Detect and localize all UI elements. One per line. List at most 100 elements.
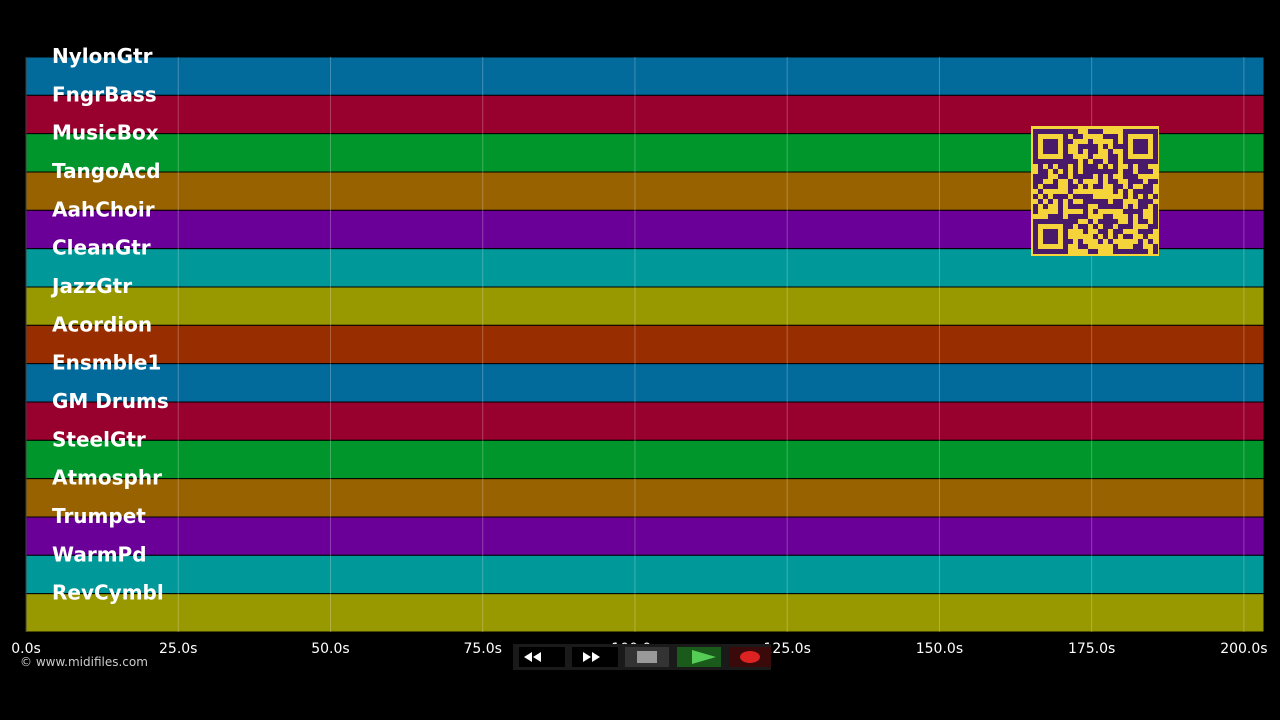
qr-module	[1093, 184, 1098, 189]
qr-module	[1038, 199, 1043, 204]
qr-module	[1118, 199, 1123, 204]
qr-module	[1113, 229, 1118, 234]
qr-module	[1033, 184, 1038, 189]
record-icon	[740, 651, 760, 663]
qr-module	[1088, 149, 1093, 154]
rewind-button[interactable]	[519, 647, 565, 667]
qr-module	[1148, 224, 1153, 229]
qr-module	[1153, 149, 1158, 154]
qr-module	[1138, 164, 1143, 169]
qr-module	[1073, 129, 1078, 134]
qr-module	[1063, 154, 1068, 159]
qr-module	[1153, 139, 1158, 144]
qr-module	[1038, 164, 1043, 169]
copyright: © www.midifiles.com	[20, 655, 148, 669]
qr-module	[1153, 134, 1158, 139]
qr-module	[1068, 204, 1073, 209]
qr-module	[1128, 179, 1133, 184]
qr-module	[1083, 199, 1088, 204]
qr-module	[1098, 179, 1103, 184]
track-name: SteelGtr	[52, 427, 146, 451]
qr-module	[1053, 194, 1058, 199]
qr-module	[1123, 174, 1128, 179]
qr-module	[1128, 159, 1133, 164]
qr-module	[1088, 219, 1093, 224]
qr-module	[1133, 174, 1138, 179]
qr-module	[1093, 234, 1098, 239]
track-name: CleanGtr	[52, 236, 151, 260]
qr-module	[1133, 149, 1138, 154]
qr-module	[1128, 129, 1133, 134]
qr-module	[1033, 244, 1038, 249]
qr-module	[1143, 229, 1148, 234]
track-band	[25, 478, 1265, 518]
qr-module	[1073, 164, 1078, 169]
stop-icon	[637, 651, 657, 663]
track-name: Acordion	[52, 312, 152, 336]
qr-module	[1133, 194, 1138, 199]
qr-module	[1063, 224, 1068, 229]
qr-module	[1123, 209, 1128, 214]
qr-module	[1068, 184, 1073, 189]
qr-module	[1113, 169, 1118, 174]
track-name: AahChoir	[52, 197, 155, 221]
qr-code	[1031, 126, 1159, 256]
qr-module	[1033, 209, 1038, 214]
qr-module	[1153, 144, 1158, 149]
qr-module	[1098, 229, 1103, 234]
qr-module	[1123, 224, 1128, 229]
qr-module	[1143, 129, 1148, 134]
qr-module	[1078, 179, 1083, 184]
qr-module	[1088, 129, 1093, 134]
qr-module	[1113, 134, 1118, 139]
qr-module	[1033, 234, 1038, 239]
qr-module	[1128, 204, 1133, 209]
qr-module	[1098, 239, 1103, 244]
qr-module	[1143, 219, 1148, 224]
qr-module	[1073, 184, 1078, 189]
qr-module	[1048, 199, 1053, 204]
qr-module	[1148, 129, 1153, 134]
qr-module	[1138, 204, 1143, 209]
qr-module	[1113, 219, 1118, 224]
qr-module	[1138, 199, 1143, 204]
qr-module	[1103, 234, 1108, 239]
qr-module	[1143, 149, 1148, 154]
qr-module	[1108, 159, 1113, 164]
qr-module	[1138, 169, 1143, 174]
qr-module	[1078, 239, 1083, 244]
qr-module	[1053, 234, 1058, 239]
qr-module	[1078, 144, 1083, 149]
qr-module	[1033, 134, 1038, 139]
qr-module	[1143, 164, 1148, 169]
qr-module	[1048, 214, 1053, 219]
forward-icon	[583, 652, 600, 662]
track-name: TangoAcd	[52, 159, 161, 183]
qr-module	[1048, 239, 1053, 244]
qr-module	[1043, 249, 1048, 254]
qr-module	[1063, 219, 1068, 224]
qr-module	[1098, 129, 1103, 134]
qr-module	[1053, 214, 1058, 219]
qr-module	[1083, 214, 1088, 219]
qr-module	[1138, 229, 1143, 234]
qr-module	[1103, 229, 1108, 234]
track-name: FngrBass	[52, 82, 157, 106]
qr-module	[1118, 229, 1123, 234]
qr-module	[1153, 224, 1158, 229]
qr-module	[1033, 149, 1038, 154]
qr-module	[1038, 174, 1043, 179]
x-tick-label: 175.0s	[1068, 641, 1115, 657]
qr-module	[1128, 174, 1133, 179]
qr-module	[1043, 174, 1048, 179]
qr-module	[1063, 144, 1068, 149]
qr-module	[1123, 129, 1128, 134]
qr-module	[1033, 224, 1038, 229]
qr-module	[1053, 179, 1058, 184]
qr-module	[1138, 139, 1143, 144]
qr-module	[1043, 234, 1048, 239]
qr-module	[1108, 154, 1113, 159]
track-band	[25, 363, 1265, 403]
qr-module	[1033, 179, 1038, 184]
